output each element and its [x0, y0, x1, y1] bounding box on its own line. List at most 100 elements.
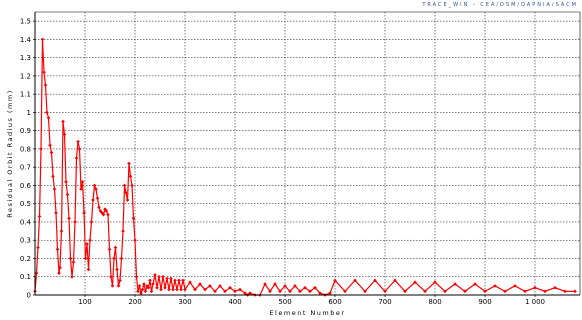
data-point — [74, 156, 79, 160]
data-point — [68, 256, 73, 261]
y-tick-label: 0.8 — [20, 145, 31, 153]
y-tick-label: 0.7 — [20, 164, 31, 172]
data-point — [283, 284, 287, 288]
x-tick-label: 900 — [478, 298, 491, 306]
y-tick-label: 0.1 — [20, 273, 31, 281]
data-point — [163, 285, 167, 290]
data-point — [288, 289, 292, 294]
data-point — [573, 289, 577, 294]
data-point — [82, 211, 86, 215]
data-point — [213, 289, 217, 294]
data-point — [463, 289, 467, 294]
data-point — [54, 211, 58, 215]
data-point — [107, 247, 112, 252]
y-tick-label: 1.2 — [20, 72, 31, 80]
data-point — [130, 183, 134, 188]
data-point — [298, 289, 302, 294]
data-point — [88, 238, 92, 243]
data-point — [167, 287, 171, 292]
data-point — [85, 242, 89, 246]
y-tick-label: 0.2 — [20, 255, 31, 263]
x-tick-label: 500 — [278, 298, 291, 306]
data-point — [483, 289, 487, 294]
data-point — [119, 256, 124, 261]
data-point — [73, 220, 77, 224]
axes — [33, 11, 581, 297]
data-point — [112, 256, 116, 261]
data-point — [121, 229, 125, 233]
tick-labels: 0 0.1 0.2 0.3 0.4 0.5 0.6 0.7 0.8 0.9 1 1.1 1.2 1.3 1.… — [20, 18, 545, 306]
data-point — [109, 274, 113, 279]
data-point — [328, 291, 332, 295]
data-point — [40, 37, 45, 42]
data-point — [363, 289, 367, 294]
data-point — [104, 209, 109, 213]
data-point — [45, 110, 49, 115]
y-tick-label: 1 — [27, 109, 31, 117]
data-point — [238, 287, 242, 292]
data-point — [95, 196, 100, 201]
data-point — [153, 273, 157, 277]
data-point — [43, 83, 48, 87]
data-point — [173, 278, 177, 283]
data-point — [333, 278, 337, 283]
data-point — [148, 278, 152, 283]
data-point — [403, 289, 407, 294]
data-point — [67, 216, 71, 221]
y-tick-label: 0 — [27, 292, 31, 300]
grid — [35, 12, 580, 295]
data-point — [49, 150, 54, 155]
data-point — [413, 280, 417, 285]
data-point — [116, 284, 121, 288]
data-point — [139, 291, 143, 295]
data-point — [198, 282, 202, 286]
y-tick-label: 0.4 — [20, 218, 32, 226]
data-point — [124, 190, 128, 195]
data-point — [313, 285, 317, 290]
data-point — [268, 289, 272, 294]
y-tick-label: 0.5 — [20, 200, 31, 208]
data-point — [115, 267, 119, 272]
data-point — [513, 284, 517, 288]
x-tick-label: 800 — [428, 298, 441, 306]
data-point — [223, 289, 227, 294]
data-point — [36, 245, 40, 250]
x-tick-label: 700 — [378, 298, 391, 306]
data-point — [146, 285, 151, 290]
data-point — [308, 289, 312, 294]
data-point — [193, 287, 197, 292]
x-tick-label: 1 000 — [525, 298, 545, 306]
data-point — [263, 282, 267, 286]
data-point — [133, 238, 137, 243]
data-point — [76, 139, 80, 144]
data-point — [106, 212, 110, 217]
data-point — [151, 282, 155, 286]
data-point — [543, 289, 547, 294]
data-point — [77, 147, 82, 151]
data-point — [52, 187, 57, 191]
data-point — [243, 291, 247, 295]
data-point — [503, 289, 507, 294]
data-point — [71, 260, 76, 264]
data-point — [89, 220, 94, 224]
data-point — [101, 212, 106, 217]
data-point — [62, 132, 67, 137]
data-point — [143, 289, 148, 294]
data-point — [65, 192, 70, 197]
data-point — [177, 278, 181, 283]
data-point — [318, 291, 322, 295]
data-point — [58, 265, 62, 270]
x-tick-label: 600 — [328, 298, 341, 306]
data-point — [493, 284, 497, 288]
data-point — [443, 289, 447, 294]
data-point — [37, 214, 42, 219]
data-point — [59, 229, 64, 233]
y-tick-label: 0.3 — [20, 237, 31, 245]
data-point — [70, 274, 74, 279]
data-point — [127, 161, 131, 166]
software-credit: TRACE_WIN - CEA/DSM/DAPNIA/SACM — [422, 2, 578, 8]
y-tick-label: 1.4 — [20, 36, 32, 44]
data-point — [39, 147, 43, 151]
data-point — [228, 285, 232, 290]
data-point — [179, 287, 183, 292]
